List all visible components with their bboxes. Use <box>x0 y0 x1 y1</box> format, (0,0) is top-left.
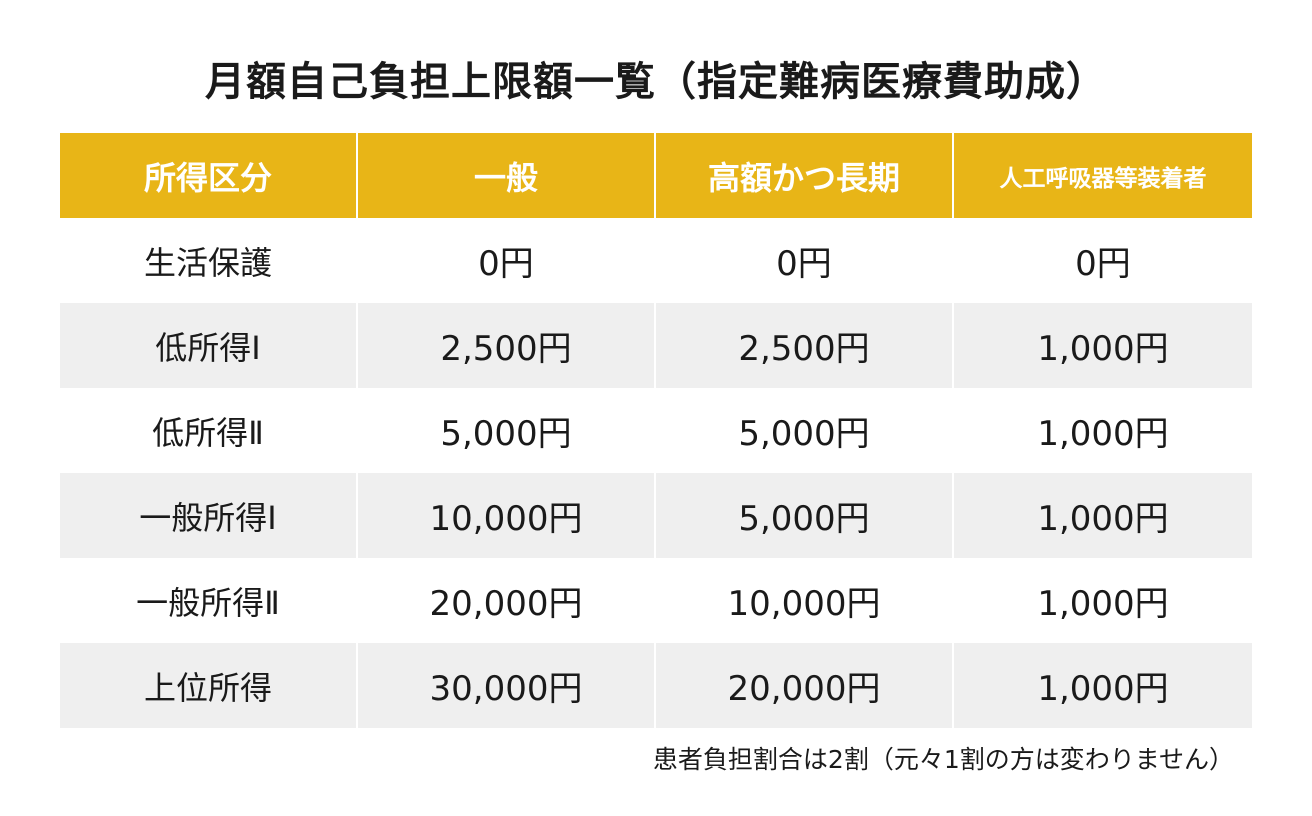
page-title: 月額自己負担上限額一覧（指定難病医療費助成） <box>205 59 1107 105</box>
cell-general: 5,000円 <box>357 388 656 473</box>
cell-high-long: 5,000円 <box>655 388 954 473</box>
cell-ventilator: 1,000円 <box>953 388 1252 473</box>
row-category: 上位所得 <box>60 643 358 728</box>
cell-general: 10,000円 <box>357 473 656 558</box>
cell-high-long: 10,000円 <box>655 558 954 643</box>
table-row: 低所得Ⅰ 2,500円 2,500円 1,000円 <box>60 303 1252 388</box>
cell-ventilator: 1,000円 <box>953 643 1252 728</box>
table-header-row: 所得区分 一般 高額かつ長期 人工呼吸器等装着者 <box>60 133 1252 218</box>
row-category: 一般所得Ⅰ <box>60 473 358 558</box>
cell-high-long: 5,000円 <box>655 473 954 558</box>
cell-high-long: 20,000円 <box>655 643 954 728</box>
row-category: 一般所得Ⅱ <box>60 558 358 643</box>
header-income-category: 所得区分 <box>60 133 358 218</box>
cell-general: 2,500円 <box>357 303 656 388</box>
header-general: 一般 <box>357 133 656 218</box>
cell-ventilator: 1,000円 <box>953 473 1252 558</box>
copay-limit-table: 所得区分 一般 高額かつ長期 人工呼吸器等装着者 生活保護 0円 0円 0円 低… <box>60 133 1252 728</box>
row-category: 低所得Ⅱ <box>60 388 358 473</box>
header-ventilator-users: 人工呼吸器等装着者 <box>953 133 1252 218</box>
cell-general: 0円 <box>357 218 656 303</box>
table-row: 低所得Ⅱ 5,000円 5,000円 1,000円 <box>60 388 1252 473</box>
cell-ventilator: 1,000円 <box>953 558 1252 643</box>
header-high-cost-long-term: 高額かつ長期 <box>655 133 954 218</box>
footnote: 患者負担割合は2割（元々1割の方は変わりません） <box>652 745 1234 774</box>
cell-general: 20,000円 <box>357 558 656 643</box>
table-row: 一般所得Ⅰ 10,000円 5,000円 1,000円 <box>60 473 1252 558</box>
cell-ventilator: 0円 <box>953 218 1252 303</box>
row-category: 低所得Ⅰ <box>60 303 358 388</box>
table-row: 生活保護 0円 0円 0円 <box>60 218 1252 303</box>
table-row: 上位所得 30,000円 20,000円 1,000円 <box>60 643 1252 728</box>
cell-general: 30,000円 <box>357 643 656 728</box>
cell-high-long: 2,500円 <box>655 303 954 388</box>
table-row: 一般所得Ⅱ 20,000円 10,000円 1,000円 <box>60 558 1252 643</box>
cell-high-long: 0円 <box>655 218 954 303</box>
row-category: 生活保護 <box>60 218 358 303</box>
cell-ventilator: 1,000円 <box>953 303 1252 388</box>
